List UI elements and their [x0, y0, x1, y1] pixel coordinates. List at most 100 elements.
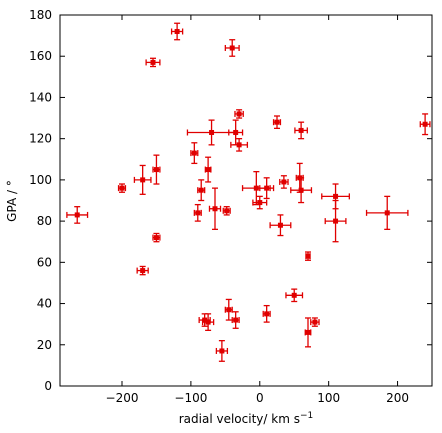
data-point [228, 119, 244, 146]
data-points [66, 22, 431, 362]
data-point [231, 311, 240, 329]
point-marker [209, 129, 215, 135]
point-marker [202, 317, 208, 323]
point-marker [233, 317, 239, 323]
data-point [262, 304, 271, 323]
point-marker [305, 329, 311, 335]
data-point [201, 313, 215, 332]
data-point [152, 232, 161, 243]
point-marker [291, 292, 297, 298]
point-marker [153, 167, 159, 173]
point-marker [305, 253, 311, 259]
point-marker [236, 111, 242, 117]
point-marker [195, 210, 201, 216]
point-marker [257, 200, 263, 206]
data-point [252, 195, 268, 210]
point-marker [384, 210, 390, 216]
data-point [190, 142, 199, 165]
data-point [170, 22, 184, 41]
point-marker [153, 235, 159, 241]
point-marker [198, 187, 204, 193]
data-point [310, 317, 320, 327]
data-point [304, 317, 312, 348]
data-point [224, 298, 233, 321]
point-marker [191, 150, 197, 156]
y-tick-label: 160 [29, 49, 52, 63]
point-marker [281, 179, 287, 185]
data-point [117, 183, 127, 193]
plot-frame [59, 14, 433, 387]
x-tick-label: −100 [174, 391, 207, 405]
data-point [136, 265, 149, 276]
data-point [193, 203, 202, 222]
point-marker [205, 167, 211, 173]
point-marker [219, 348, 225, 354]
x-axis-label: radial velocity/ km s−1 [179, 411, 313, 426]
data-point [234, 109, 244, 119]
point-marker [333, 218, 339, 224]
data-point [145, 57, 161, 68]
point-marker [264, 185, 270, 191]
y-tick-label: 140 [29, 90, 52, 104]
y-tick-label: 80 [37, 214, 52, 228]
data-point [133, 164, 152, 195]
y-tick-label: 120 [29, 132, 52, 146]
point-marker [298, 187, 304, 193]
point-marker [274, 119, 280, 125]
data-point [269, 214, 292, 237]
point-marker [312, 319, 318, 325]
x-tick-label: −200 [106, 391, 139, 405]
point-marker [140, 177, 146, 183]
x-axis-ticks: −200 −100 0 100 200 [106, 15, 409, 405]
y-tick-label: 180 [29, 8, 52, 22]
point-marker [224, 208, 230, 214]
data-point [208, 187, 222, 231]
data-point [259, 177, 275, 200]
y-tick-label: 100 [29, 173, 52, 187]
data-point [204, 156, 212, 183]
point-marker [333, 193, 339, 199]
data-point [197, 179, 206, 202]
x-tick-label: 100 [317, 391, 340, 405]
point-marker [229, 45, 235, 51]
point-marker [174, 28, 180, 34]
point-marker [150, 59, 156, 65]
point-marker [74, 212, 80, 218]
point-marker [236, 142, 242, 148]
data-point [230, 138, 249, 152]
point-marker [277, 222, 283, 228]
point-marker [233, 129, 239, 135]
data-point [66, 206, 89, 224]
data-point [290, 177, 313, 204]
x-tick-label: 200 [386, 391, 409, 405]
data-point [272, 115, 282, 130]
data-point [305, 251, 311, 261]
data-point [324, 199, 347, 243]
point-marker [264, 311, 270, 317]
data-point [285, 288, 304, 303]
data-point [294, 121, 308, 140]
point-marker [422, 121, 428, 127]
point-marker [298, 127, 304, 133]
x-axis-label-superscript: −1 [300, 411, 313, 421]
point-marker [226, 307, 232, 313]
x-tick-label: 0 [256, 391, 264, 405]
y-axis-label: GPA / ° [5, 180, 19, 222]
y-tick-label: 60 [37, 255, 52, 269]
data-point [365, 195, 409, 231]
data-point [152, 154, 161, 185]
point-marker [212, 206, 218, 212]
data-point [419, 113, 431, 136]
y-axis-ticks: 0 20 40 60 80 100 120 140 160 180 [29, 8, 432, 393]
data-point [215, 340, 229, 362]
point-marker [205, 319, 211, 325]
y-tick-label: 40 [37, 297, 52, 311]
data-point [222, 206, 231, 216]
y-tick-label: 20 [37, 338, 52, 352]
data-point [279, 175, 289, 189]
y-tick-label: 0 [44, 379, 52, 393]
data-point [224, 39, 240, 57]
point-marker [253, 185, 259, 191]
point-marker [119, 185, 125, 191]
